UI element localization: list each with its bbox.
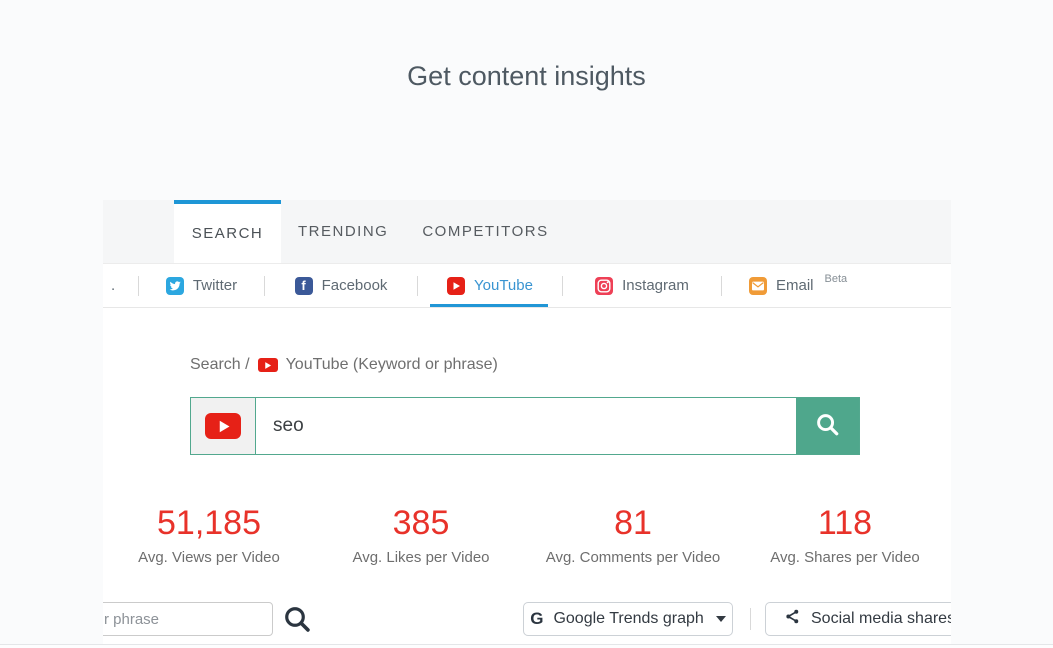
footer-controls: G Google Trends graph Social media share…: [103, 600, 951, 640]
stat-value: 81: [614, 504, 652, 542]
network-facebook-label: Facebook: [321, 277, 388, 294]
youtube-icon: [205, 413, 241, 439]
divider: [0, 645, 1053, 648]
caret-down-icon: [715, 616, 726, 622]
network-instagram-label: Instagram: [622, 277, 689, 294]
stat-value: 51,185: [157, 504, 261, 542]
stat-label: Avg. Shares per Video: [770, 549, 920, 567]
stat-avg-views: 51,185 Avg. Views per Video: [103, 504, 315, 567]
page-title: Get content insights: [407, 61, 646, 91]
tab-trending[interactable]: TRENDING: [281, 200, 405, 263]
network-email-label: Email: [776, 277, 814, 294]
network-bar: . Twitter f Facebook YouTube: [103, 264, 951, 308]
search-icon: [814, 411, 841, 441]
divider: [264, 275, 265, 296]
content-panel: Search / YouTube (Keyword or phrase): [103, 308, 951, 644]
stat-avg-shares: 118 Avg. Shares per Video: [739, 504, 951, 567]
beta-badge: Beta: [824, 272, 848, 285]
network-item-facebook[interactable]: f Facebook: [265, 264, 417, 307]
youtube-icon: [447, 276, 466, 295]
social-shares-button[interactable]: Social media shares: [765, 602, 951, 636]
search-button[interactable]: [796, 398, 859, 454]
tab-search[interactable]: SEARCH: [174, 200, 281, 263]
search-icon[interactable]: [281, 603, 313, 635]
search-context-label: Search / YouTube (Keyword or phrase): [190, 356, 498, 374]
divider: [750, 608, 751, 630]
network-item-youtube[interactable]: YouTube: [418, 264, 562, 307]
share-icon: [784, 608, 801, 630]
search-bar: [190, 397, 860, 455]
tab-trending-label: TRENDING: [298, 223, 389, 240]
tab-competitors[interactable]: COMPETITORS: [405, 200, 565, 263]
email-icon: [749, 276, 767, 295]
stat-avg-likes: 385 Avg. Likes per Video: [315, 504, 527, 567]
tab-search-label: SEARCH: [191, 225, 264, 242]
divider: [0, 644, 1053, 645]
network-item-twitter[interactable]: Twitter: [139, 264, 264, 307]
search-context-text: YouTube (Keyword or phrase): [285, 356, 498, 373]
social-shares-label: Social media shares: [811, 610, 951, 627]
stats-row: 51,185 Avg. Views per Video 385 Avg. Lik…: [103, 504, 951, 567]
search-bar-network-box: [191, 398, 256, 454]
google-icon: G: [530, 609, 544, 628]
divider: [138, 275, 139, 296]
network-item-instagram[interactable]: Instagram: [563, 264, 721, 307]
google-trends-button[interactable]: G Google Trends graph: [523, 602, 733, 636]
stat-value: 385: [392, 504, 450, 542]
network-item-email[interactable]: Email Beta: [722, 264, 951, 307]
network-youtube-label: YouTube: [474, 277, 533, 294]
stat-label: Avg. Views per Video: [138, 549, 280, 567]
youtube-icon: [257, 358, 278, 372]
instagram-icon: [595, 276, 614, 295]
stat-label: Avg. Comments per Video: [545, 549, 721, 567]
divider: [562, 275, 563, 296]
stat-label: Avg. Likes per Video: [352, 549, 490, 567]
facebook-icon: f: [294, 276, 313, 295]
main-tabbar: SEARCH TRENDING COMPETITORS: [103, 200, 951, 264]
tab-competitors-label: COMPETITORS: [422, 223, 549, 240]
stat-value: 118: [817, 504, 873, 542]
divider: [721, 275, 722, 296]
network-twitter-label: Twitter: [192, 277, 238, 294]
twitter-icon: [165, 276, 184, 295]
stat-avg-comments: 81 Avg. Comments per Video: [527, 504, 739, 567]
search-breadcrumb: Search /: [190, 356, 250, 373]
active-network-underline: [430, 304, 548, 307]
network-item-truncated[interactable]: .: [103, 264, 138, 307]
facebook-glyph: f: [301, 278, 306, 293]
network-truncated-label: .: [111, 277, 116, 294]
google-trends-label: Google Trends graph: [553, 610, 704, 627]
keyword-input[interactable]: [103, 602, 273, 636]
divider: [417, 275, 418, 296]
search-input[interactable]: [256, 398, 796, 454]
